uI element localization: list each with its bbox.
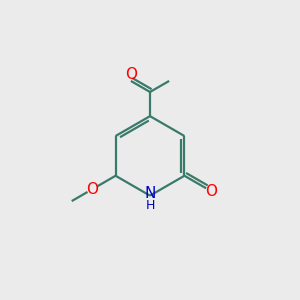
Text: H: H <box>145 199 155 212</box>
Text: O: O <box>86 182 98 197</box>
Text: N: N <box>144 186 156 201</box>
Text: O: O <box>206 184 218 199</box>
Text: O: O <box>125 67 137 82</box>
